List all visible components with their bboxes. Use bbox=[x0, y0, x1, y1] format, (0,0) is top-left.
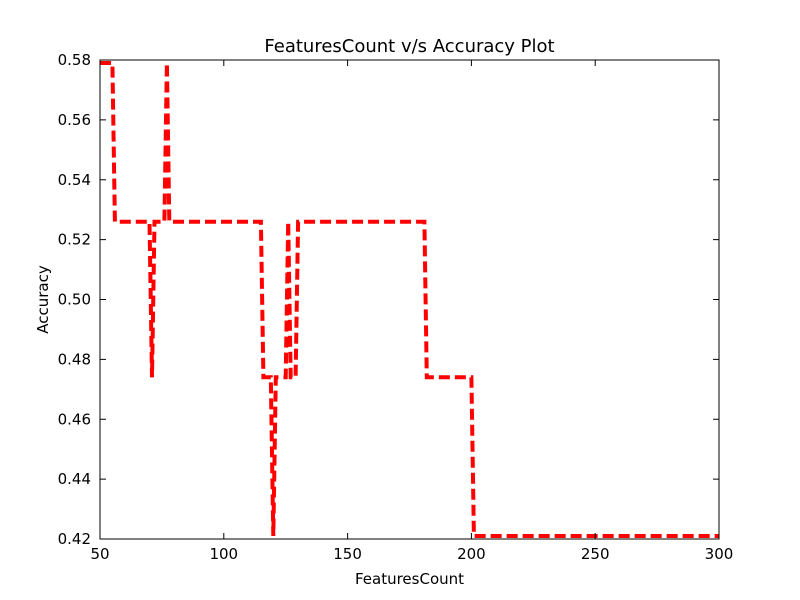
chart-title: FeaturesCount v/s Accuracy Plot bbox=[264, 36, 554, 57]
tick-layer: 50 100 150 200 250 300 0.42 0.44 0.46 0.48 0.50 0.5… bbox=[58, 51, 734, 563]
x-tick-label: 250 bbox=[581, 545, 610, 563]
y-tick-label: 0.42 bbox=[58, 530, 91, 548]
x-tick-label: 200 bbox=[457, 545, 486, 563]
y-tick-label: 0.50 bbox=[58, 291, 91, 309]
y-tick-label: 0.54 bbox=[58, 171, 91, 189]
series-layer bbox=[100, 61, 719, 538]
y-tick-label: 0.48 bbox=[58, 350, 91, 368]
x-tick-label: 150 bbox=[333, 545, 362, 563]
x-axis-title: FeaturesCount bbox=[355, 570, 464, 588]
series-line-0 bbox=[100, 61, 719, 538]
y-axis-title: Accuracy bbox=[34, 265, 52, 334]
y-tick-label: 0.44 bbox=[58, 470, 91, 488]
y-tick-label: 0.58 bbox=[58, 51, 91, 69]
x-tick-label: 100 bbox=[209, 545, 238, 563]
x-tick-label: 50 bbox=[90, 545, 109, 563]
x-tick-label: 300 bbox=[705, 545, 734, 563]
y-tick-label: 0.56 bbox=[58, 111, 91, 129]
y-tick-label: 0.46 bbox=[58, 410, 91, 428]
y-tick-label: 0.52 bbox=[58, 231, 91, 249]
